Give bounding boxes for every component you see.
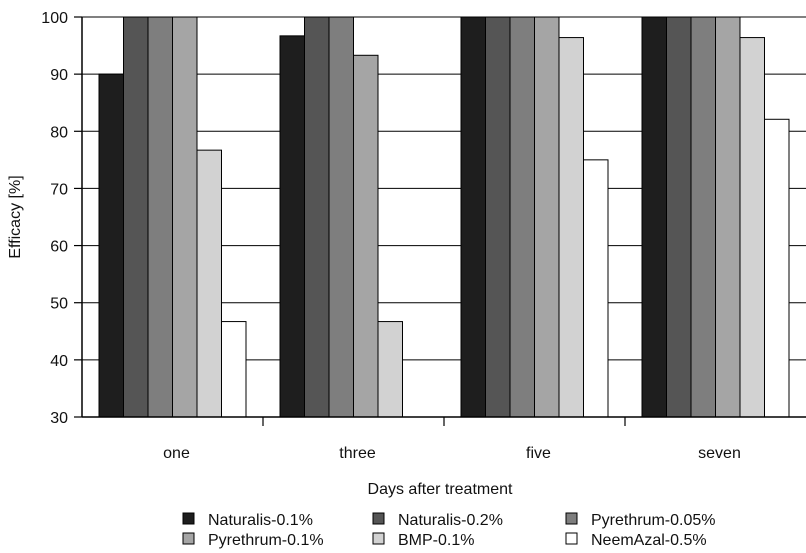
x-axis-label: Days after treatment [368, 481, 514, 498]
y-tick-label: 80 [50, 124, 68, 141]
bar [221, 321, 247, 418]
legend-swatch [372, 512, 385, 525]
bar [123, 16, 149, 418]
legend-swatch [565, 512, 578, 525]
bar [641, 16, 667, 418]
legend-swatch [182, 532, 195, 545]
x-ticks: one three five seven [163, 417, 741, 462]
bar [98, 73, 124, 418]
bar [460, 16, 486, 418]
bar [739, 37, 765, 418]
y-ticks: 30 40 50 60 70 80 90 100 [41, 10, 82, 427]
y-tick-label: 50 [50, 296, 68, 313]
bar [485, 16, 511, 418]
bar [509, 16, 535, 418]
y-axis-label: Efficacy [%] [7, 175, 24, 258]
bar [583, 159, 609, 418]
bar [377, 321, 403, 418]
bar [353, 54, 379, 418]
legend-label: NeemAzal-0.5% [591, 532, 707, 549]
bar [147, 16, 173, 418]
y-tick-label: 70 [50, 181, 68, 198]
bar [534, 16, 560, 418]
x-tick-label: one [163, 445, 190, 462]
bar [328, 16, 354, 418]
bar [304, 16, 330, 418]
bar [172, 16, 198, 418]
y-tick-label: 90 [50, 67, 68, 84]
legend-label: Pyrethrum-0.1% [208, 532, 324, 549]
legend-swatch [565, 532, 578, 545]
y-tick-label: 30 [50, 410, 68, 427]
legend-swatch [182, 512, 195, 525]
bar [279, 35, 305, 418]
bar [715, 16, 741, 418]
legend-label: Naturalis-0.2% [398, 512, 503, 529]
y-tick-label: 60 [50, 239, 68, 256]
bar [196, 149, 222, 418]
legend-swatch [372, 532, 385, 545]
x-tick-label: five [526, 445, 551, 462]
bar [764, 118, 790, 418]
legend: Naturalis-0.1% Naturalis-0.2% Pyrethrum-0.… [182, 512, 716, 549]
bar [558, 37, 584, 418]
bars [98, 16, 790, 418]
bar [690, 16, 716, 418]
legend-label: BMP-0.1% [398, 532, 474, 549]
legend-label: Pyrethrum-0.05% [591, 512, 716, 529]
x-tick-label: seven [698, 445, 741, 462]
legend-label: Naturalis-0.1% [208, 512, 313, 529]
bar [666, 16, 692, 418]
y-tick-label: 40 [50, 353, 68, 370]
x-tick-label: three [339, 445, 376, 462]
y-tick-label: 100 [41, 10, 68, 27]
